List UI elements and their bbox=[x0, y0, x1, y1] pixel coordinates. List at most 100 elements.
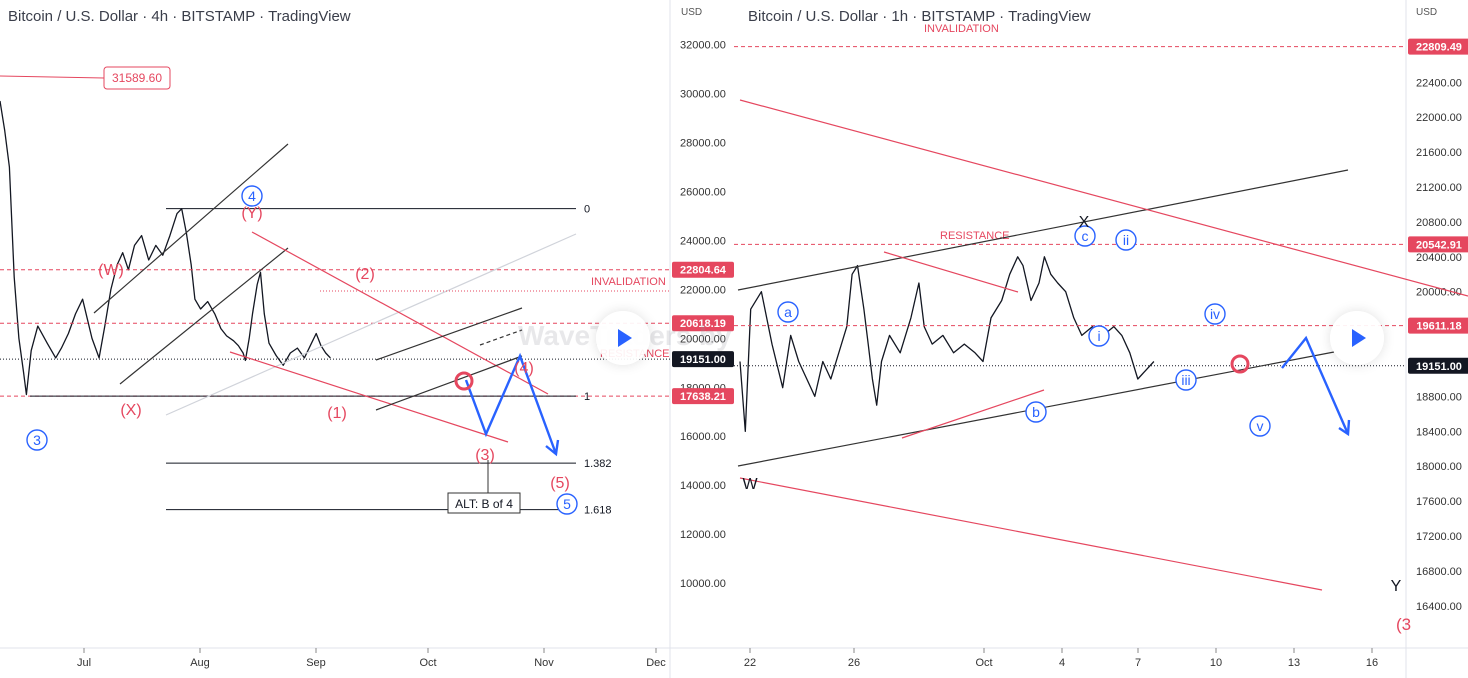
down-channel-line bbox=[251, 231, 549, 395]
channel-line bbox=[737, 169, 1349, 291]
wedge-line-dashed bbox=[479, 329, 523, 346]
wave-label: v bbox=[1257, 418, 1264, 434]
play-button-1h[interactable] bbox=[1330, 311, 1384, 365]
x-tick-label: 7 bbox=[1135, 657, 1141, 669]
y-tick-label: 32000.00 bbox=[680, 40, 726, 52]
wave-label: (1) bbox=[327, 405, 347, 422]
x-tick-label: Oct bbox=[975, 657, 992, 669]
wave-label: iii bbox=[1181, 372, 1190, 388]
x-tick-label: 10 bbox=[1210, 657, 1222, 669]
play-button-4h[interactable] bbox=[596, 311, 650, 365]
price-pointer-line bbox=[0, 75, 105, 79]
x-tick-label: 13 bbox=[1288, 657, 1300, 669]
x-tick-label: 16 bbox=[1366, 657, 1378, 669]
corner-label: (3 bbox=[1396, 615, 1411, 634]
price-series-line bbox=[739, 256, 1155, 432]
price-label-text: 22809.49 bbox=[1416, 42, 1462, 54]
y-tick-label: 21600.00 bbox=[1416, 147, 1462, 159]
currency-label-4h: USD bbox=[681, 7, 703, 18]
y-tick-label: 21200.00 bbox=[1416, 182, 1462, 194]
price-label-text: 22804.64 bbox=[680, 265, 727, 277]
wave-label-circle bbox=[777, 301, 799, 323]
y-tick-label: 20400.00 bbox=[1416, 252, 1462, 264]
x-tick-label: Aug bbox=[190, 657, 210, 669]
wave-label: c bbox=[1082, 228, 1089, 244]
wave-label: b bbox=[1032, 404, 1040, 420]
chart-panel-1h: 22400.00 22000.00 21600.00 21200.00 20800.00… bbox=[734, 0, 1468, 678]
y-tick-label: 20000.00 bbox=[1416, 287, 1462, 299]
price-label-tag bbox=[1408, 38, 1468, 55]
y-tick-label: 18000.00 bbox=[1416, 461, 1462, 473]
price-label-text: 20618.19 bbox=[680, 318, 726, 330]
chart-title-4h: Bitcoin / U.S. Dollar · 4h · BITSTAMP · … bbox=[8, 8, 351, 25]
wave-label-circle bbox=[1074, 225, 1096, 247]
y-tick-label: 10000.00 bbox=[680, 578, 726, 590]
y-tick-label: 22400.00 bbox=[1416, 77, 1462, 89]
target-circle bbox=[454, 371, 474, 391]
wave-label: (4) bbox=[514, 360, 534, 377]
wave-label: (W) bbox=[98, 262, 124, 279]
price-label-text: 20542.91 bbox=[1416, 239, 1462, 251]
down-channel-line bbox=[739, 99, 1468, 297]
wave-label: iv bbox=[1210, 306, 1220, 322]
currency-label-1h: USD bbox=[1416, 7, 1438, 18]
y-tick-label: 22000.00 bbox=[1416, 112, 1462, 124]
price-label-tag bbox=[672, 261, 734, 278]
x-tick-label: Dec bbox=[646, 657, 666, 669]
channel-line bbox=[119, 247, 289, 385]
wave-label: i bbox=[1097, 328, 1100, 344]
minor-line bbox=[883, 251, 1019, 293]
y-tick-label: 30000.00 bbox=[680, 89, 726, 101]
y-tick-label: 18800.00 bbox=[1416, 391, 1462, 403]
chart-title-1h: Bitcoin / U.S. Dollar · 1h · BITSTAMP · … bbox=[748, 8, 1091, 25]
wave-label: X bbox=[1079, 214, 1090, 231]
wave-label: 4 bbox=[248, 188, 256, 204]
price-series-line bbox=[0, 100, 331, 396]
projection-arrowhead bbox=[1338, 419, 1351, 437]
wave-label-circle bbox=[1115, 229, 1137, 251]
wave-label: 5 bbox=[563, 496, 571, 512]
wave-label-circle bbox=[241, 185, 263, 207]
x-tick-label: 22 bbox=[744, 657, 756, 669]
wave-label-circle bbox=[1204, 303, 1226, 325]
wave-label: (5) bbox=[550, 475, 570, 492]
y-tick-label: 22000.00 bbox=[680, 284, 726, 296]
price-label-text: 19151.00 bbox=[680, 354, 726, 366]
wave-label: 3 bbox=[33, 432, 41, 448]
alt-box bbox=[447, 492, 521, 514]
price-label-tag bbox=[1408, 236, 1468, 253]
minor-line bbox=[901, 389, 1045, 439]
chart-4h-canvas[interactable]: 32000.00 30000.00 28000.00 26000.00 24000.00… bbox=[0, 0, 734, 678]
play-icon bbox=[1352, 329, 1366, 347]
wave-label: Y bbox=[1391, 578, 1402, 595]
wave-label-circle bbox=[556, 493, 578, 515]
price-box-text: 31589.60 bbox=[112, 71, 162, 85]
chart-1h-canvas[interactable]: 22400.00 22000.00 21600.00 21200.00 20800.00… bbox=[734, 0, 1468, 678]
y-tick-label: 16400.00 bbox=[1416, 601, 1462, 613]
y-tick-label: 20800.00 bbox=[1416, 217, 1462, 229]
wave-label: (Y) bbox=[241, 205, 262, 222]
projection-arrowhead bbox=[545, 439, 560, 457]
y-tick-label: 17600.00 bbox=[1416, 496, 1462, 508]
price-label-text: 19151.00 bbox=[1416, 361, 1462, 373]
price-label-text: 17638.21 bbox=[680, 391, 726, 403]
wave-label: ii bbox=[1123, 232, 1129, 248]
price-label-tag bbox=[672, 351, 734, 368]
projection-path bbox=[464, 352, 558, 455]
price-box bbox=[103, 66, 171, 90]
alt-box-text: ALT: B of 4 bbox=[455, 497, 513, 511]
price-label-tag bbox=[672, 315, 734, 332]
price-label-tag bbox=[1408, 317, 1468, 334]
fib-level-label: 1.618 bbox=[584, 505, 612, 517]
invalidation-label: INVALIDATION bbox=[591, 276, 666, 288]
wedge-line bbox=[375, 355, 523, 411]
target-circle bbox=[1230, 354, 1250, 374]
x-tick-label: Nov bbox=[534, 657, 554, 669]
x-tick-label: Oct bbox=[419, 657, 436, 669]
x-tick-label: 26 bbox=[848, 657, 860, 669]
chart-panel-4h: 32000.00 30000.00 28000.00 26000.00 24000.00… bbox=[0, 0, 951, 678]
y-tick-label: 17200.00 bbox=[1416, 531, 1462, 543]
wave-label-circle bbox=[26, 429, 48, 451]
play-icon bbox=[618, 329, 632, 347]
wave-label-circle bbox=[1249, 415, 1271, 437]
